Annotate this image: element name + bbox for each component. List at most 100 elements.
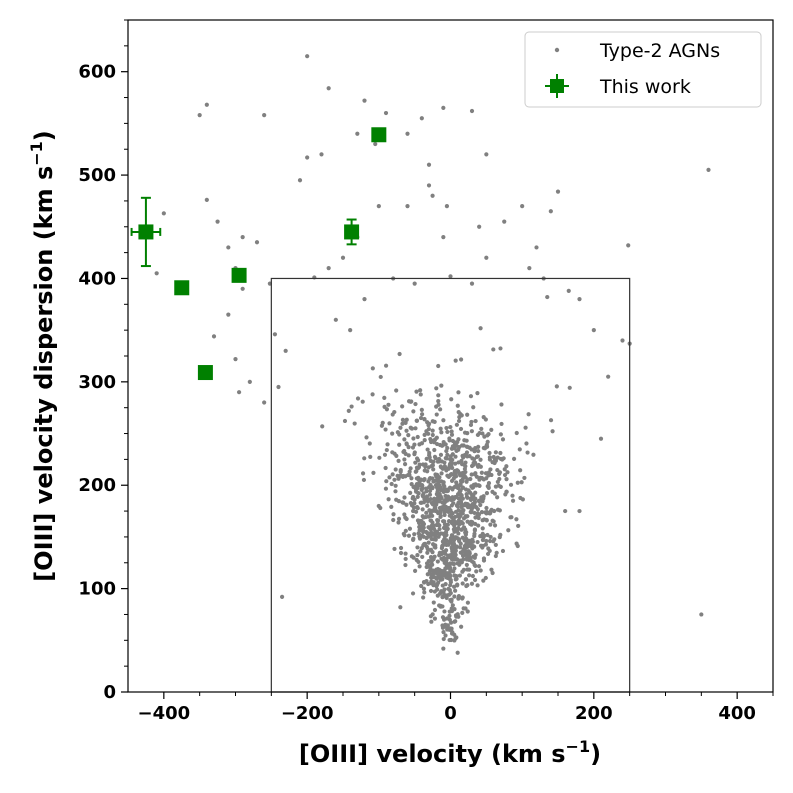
type2-agn-point (426, 183, 432, 188)
type2-agn-point (481, 578, 486, 583)
type2-agn-point (428, 437, 433, 442)
type2-agn-point (460, 511, 465, 516)
type2-agn-point (413, 469, 418, 474)
type2-agn-point (484, 505, 489, 511)
type2-agn-point (508, 482, 514, 487)
type2-agn-point (480, 518, 485, 523)
type2-agn-point (413, 401, 418, 407)
type2-agn-point (397, 442, 402, 447)
type2-agn-point (418, 415, 424, 421)
type2-agn-point (464, 494, 470, 499)
this-work-point (138, 224, 154, 240)
type2-agn-point (422, 590, 427, 595)
type2-agn-point (406, 533, 412, 538)
type2-agn-point (465, 477, 470, 482)
type2-agn-point (405, 131, 410, 136)
type2-agn-point (360, 471, 366, 476)
type2-agn-point (412, 450, 417, 455)
type2-agn-point (440, 531, 446, 536)
type2-agn-point (460, 581, 465, 586)
type2-agn-point (398, 605, 403, 610)
type2-agn-point (459, 505, 464, 510)
type2-agn-point (425, 447, 430, 452)
type2-agn-point (453, 358, 458, 363)
type2-agn-point (413, 460, 418, 465)
type2-agn-point (440, 500, 445, 505)
type2-agn-point (415, 505, 420, 510)
type2-agn-point (420, 507, 425, 512)
type2-agn-point (370, 392, 375, 397)
type2-agn-point (438, 603, 443, 609)
type2-agn-point (425, 503, 430, 508)
type2-agn-point (517, 447, 522, 452)
type2-agn-point (424, 489, 429, 494)
type2-agn-point (448, 424, 453, 430)
legend-marker-type2-agns (554, 47, 560, 53)
type2-agn-point (486, 546, 491, 551)
type2-agn-point (447, 513, 452, 518)
type2-agn-point (414, 418, 419, 423)
type2-agn-point (515, 480, 520, 485)
type2-agn-point (441, 519, 446, 524)
type2-agn-point (448, 274, 453, 279)
type2-agn-point (377, 455, 382, 460)
type2-agn-point (472, 533, 477, 539)
type2-agn-point (468, 538, 473, 543)
type2-agn-point (426, 465, 431, 470)
type2-agn-point (448, 454, 453, 459)
this-work-point (231, 267, 247, 283)
type2-agn-point (430, 562, 435, 567)
type2-agn-point (395, 430, 400, 435)
type2-agn-point (305, 54, 310, 59)
type2-agn-point (443, 633, 448, 638)
type2-agn-point (392, 546, 397, 552)
type2-agn-point (470, 573, 475, 579)
type2-agn-point (460, 485, 465, 491)
type2-agn-point (489, 427, 494, 432)
type2-agn-point (425, 550, 430, 555)
type2-agn-point (454, 468, 460, 473)
type2-agn-point (487, 511, 493, 516)
type2-agn-point (448, 569, 453, 574)
type2-agn-point (418, 392, 423, 397)
type2-agn-point (386, 402, 391, 407)
type2-agn-point (406, 432, 411, 438)
type2-agn-point (431, 600, 436, 605)
type2-agn-point (490, 518, 495, 523)
type2-agn-point (392, 477, 397, 482)
type2-agn-point (400, 417, 406, 422)
type2-agn-point (449, 503, 454, 508)
type2-agn-point (500, 548, 506, 554)
type2-agn-point (326, 266, 331, 271)
type2-agn-point (518, 495, 523, 501)
type2-agn-point (385, 442, 390, 447)
type2-agn-point (471, 493, 476, 498)
type2-agn-point (433, 531, 438, 536)
type2-agn-point (402, 512, 407, 517)
type2-agn-point (489, 567, 494, 572)
type2-agn-point (481, 496, 486, 501)
type2-agn-point (449, 521, 455, 526)
type2-agn-point (449, 606, 454, 611)
type2-agn-point (498, 532, 503, 538)
type2-agn-point (440, 577, 445, 582)
type2-agn-point (449, 533, 455, 538)
type2-agn-point (403, 556, 408, 562)
type2-agn-point (531, 452, 536, 457)
type2-agn-point (409, 482, 414, 487)
type2-agn-point (423, 514, 428, 520)
type2-agn-point (419, 583, 424, 589)
type2-agn-point (419, 116, 424, 121)
type2-agn-point (445, 429, 450, 435)
type2-agn-point (428, 526, 433, 531)
type2-agn-point (455, 439, 460, 445)
this-work-point (197, 365, 213, 381)
type2-agn-point (465, 412, 470, 417)
type2-agn-point (391, 517, 396, 523)
type2-agn-point (383, 427, 388, 432)
type2-agn-point (204, 102, 209, 107)
y-tick-label: 100 (78, 579, 116, 600)
type2-agn-point (417, 462, 422, 467)
type2-agn-point (526, 412, 531, 417)
